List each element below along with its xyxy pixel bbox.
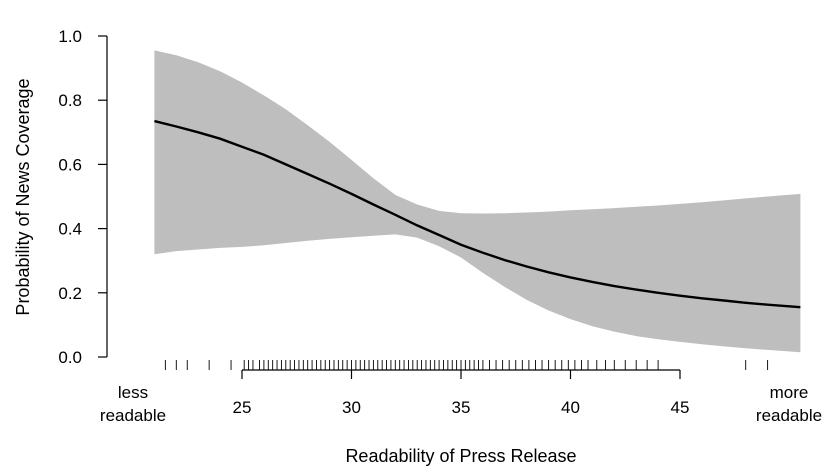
rug-marks: [164, 360, 769, 370]
y-tick-label: 0.4: [58, 220, 82, 239]
y-tick-label: 0.8: [58, 91, 82, 110]
series-line: [154, 119, 801, 309]
right-annotation-line2: readable: [756, 406, 822, 425]
x-tick-label: 45: [671, 398, 690, 417]
y-tick-label: 0.6: [58, 155, 82, 174]
x-tick-label: 40: [561, 398, 580, 417]
y-tick-label: 0.2: [58, 284, 82, 303]
left-annotation-line2: readable: [100, 406, 166, 425]
confidence-band: [154, 50, 801, 353]
x-tick-label: 35: [452, 398, 471, 417]
x-axis-label: Readability of Press Release: [345, 446, 576, 466]
x-tick-label: 25: [233, 398, 252, 417]
y-axis-label: Probability of News Coverage: [13, 78, 33, 315]
y-axis: 0.0 0.2 0.4 0.6 0.8 1.0: [58, 27, 108, 367]
x-axis: 25 30 35 40 45: [233, 369, 690, 417]
left-annotation-line1: less: [118, 383, 148, 402]
right-annotation-line1: more: [770, 383, 809, 402]
y-tick-label: 0.0: [58, 348, 82, 367]
x-tick-label: 30: [342, 398, 361, 417]
y-tick-label: 1.0: [58, 27, 82, 46]
